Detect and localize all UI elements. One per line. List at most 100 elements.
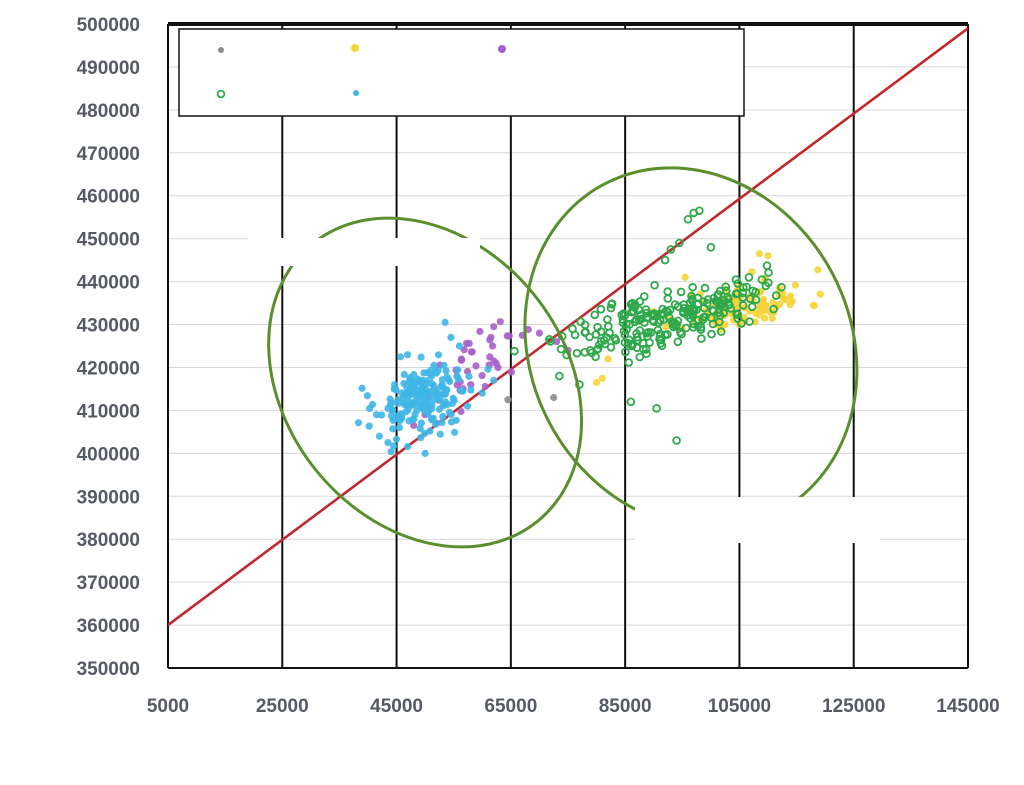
- series-4-point: [417, 434, 425, 442]
- series-1-point: [786, 292, 795, 300]
- x-tick-label: 105000: [708, 696, 771, 717]
- series-4-point: [384, 404, 392, 412]
- series-4-point: [410, 415, 418, 423]
- series-3-point: [688, 311, 698, 321]
- series-3-point: [673, 316, 683, 326]
- series-4-point: [392, 435, 401, 443]
- series-2-point: [478, 372, 486, 380]
- series-4-point: [409, 400, 417, 409]
- series-1-point: [786, 301, 794, 309]
- series-4-point: [440, 384, 448, 392]
- series-3-point: [568, 324, 577, 334]
- series-3-point: [556, 344, 566, 354]
- y-tick-label: 390000: [77, 487, 140, 508]
- series-2-point: [481, 382, 489, 391]
- series-4-point: [394, 399, 402, 407]
- series-0-point: [504, 396, 512, 404]
- series-3-point: [700, 283, 710, 293]
- series-2-point: [457, 407, 465, 416]
- series-3-point: [708, 305, 717, 315]
- legend-marker-grey: [218, 47, 224, 53]
- series-3-point: [639, 292, 649, 301]
- series-3-point: [591, 352, 600, 362]
- series-3-point: [637, 314, 646, 324]
- series-4-point: [463, 402, 472, 410]
- y-tick-label: 460000: [77, 187, 140, 208]
- y-tick-label: 490000: [77, 58, 140, 79]
- legend-marker-blue: [353, 90, 359, 96]
- series-3-point: [607, 299, 617, 309]
- series-3-point: [764, 278, 773, 288]
- series-4-point: [467, 386, 475, 394]
- y-tick-label: 360000: [77, 616, 140, 637]
- y-tick-label: 500000: [77, 15, 140, 36]
- series-2-point: [496, 318, 504, 326]
- series-3-point: [744, 272, 754, 282]
- series-4-point: [426, 427, 434, 435]
- series-3-point: [627, 341, 636, 351]
- series-3-point: [656, 335, 666, 345]
- series-4-point: [435, 395, 443, 403]
- series-4-point: [442, 367, 450, 375]
- series-3-point: [611, 335, 621, 345]
- series-3-point: [738, 288, 748, 298]
- series-1-point: [756, 303, 764, 311]
- series-4-point: [441, 318, 449, 326]
- series-4-point: [451, 428, 459, 436]
- series-3-point: [666, 245, 676, 254]
- series-4-point: [387, 448, 395, 456]
- series-4-point: [404, 443, 412, 451]
- series-3-point: [738, 293, 748, 303]
- series-3-point: [638, 338, 648, 348]
- series-4-point: [434, 366, 442, 374]
- series-1-point: [764, 252, 772, 260]
- series-3-point: [716, 327, 726, 336]
- x-tick-label: 65000: [484, 696, 537, 717]
- series-2-point: [524, 325, 532, 334]
- series-4-point: [358, 384, 366, 392]
- reference-line: [167, 27, 969, 627]
- series-2-point: [489, 342, 497, 350]
- series-3-point: [726, 304, 735, 313]
- series-4-point: [410, 370, 418, 379]
- series-3-point: [695, 206, 704, 216]
- series-4-point: [414, 390, 422, 398]
- blank-overlay-left: [248, 238, 480, 266]
- series-4-point: [459, 387, 467, 395]
- series-3-point: [673, 337, 683, 347]
- x-tick-label: 5000: [147, 696, 189, 717]
- series-4-point: [447, 333, 455, 341]
- series-3-point: [747, 302, 757, 312]
- series-3-point: [673, 302, 683, 311]
- series-4-point: [389, 425, 397, 433]
- y-tick-labels: 350000 360000 370000 380000 390000 400000 4100…: [77, 15, 140, 680]
- series-4-point: [402, 401, 410, 409]
- series-0-point: [550, 393, 558, 402]
- series-1-point: [814, 266, 822, 274]
- series-3-point: [591, 330, 601, 339]
- series-3-point: [650, 280, 659, 290]
- series-3-point: [621, 347, 630, 357]
- series-4-point: [404, 351, 412, 359]
- series-3-point: [630, 303, 639, 312]
- y-tick-label: 350000: [77, 659, 140, 680]
- series-3-point: [606, 303, 616, 313]
- series-4-point: [484, 365, 492, 373]
- series-4-point: [427, 415, 436, 423]
- series-3-point: [748, 286, 757, 296]
- vertical-gridlines: [281, 24, 969, 668]
- series-3-point: [738, 301, 748, 310]
- series-3-point: [663, 330, 672, 339]
- series-4-point: [354, 419, 363, 427]
- series-3-point: [622, 319, 631, 329]
- series-3-point: [644, 327, 653, 337]
- series-3-point: [732, 309, 741, 319]
- series-2-point: [465, 339, 473, 347]
- series-3-point: [634, 305, 644, 315]
- series-4-point: [421, 449, 429, 457]
- series-4-point: [397, 353, 405, 361]
- series-3-point: [632, 332, 642, 342]
- series-4-point: [446, 377, 454, 386]
- series-4-point: [416, 400, 424, 408]
- blank-overlays: [248, 238, 880, 543]
